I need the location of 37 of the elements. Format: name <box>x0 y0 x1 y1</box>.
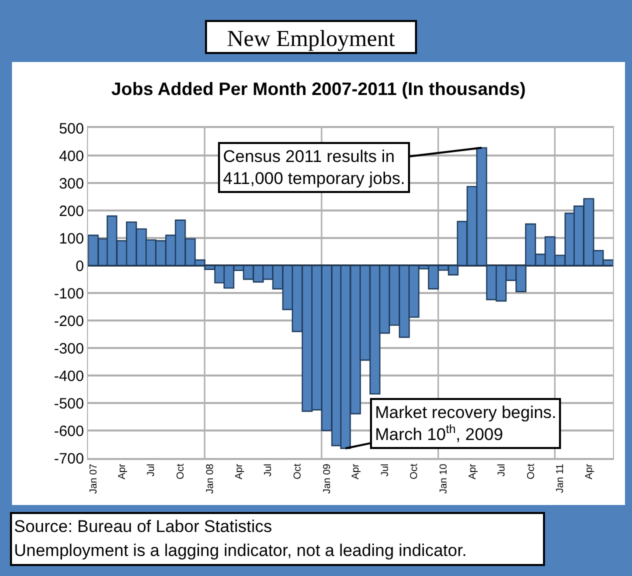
source-note: Source: Bureau of Labor Statistics <box>14 516 273 538</box>
x-tick-label: Apr <box>350 463 362 480</box>
x-tick-label: Apr <box>467 463 478 480</box>
y-tick-label: 0 <box>76 258 84 275</box>
x-tick-label: Jan 08 <box>204 463 216 494</box>
x-tick-label: Jul <box>380 464 391 477</box>
annotation: Market recovery begins. March 10$^{th}$, 2009 <box>375 403 556 444</box>
x-tick-label: Oct <box>176 464 187 480</box>
y-tick-label: -400 <box>54 368 84 385</box>
x-tick-label: Apr <box>234 463 246 480</box>
x-tick-label: Jan 07 <box>88 463 100 494</box>
x-tick-label: Oct <box>409 464 420 480</box>
x-tick-label: Jan 10 <box>438 463 450 494</box>
y-tick-label: 200 <box>58 202 84 220</box>
text: Unemployment is a lagging indicator, not a leading indicator. <box>14 540 468 562</box>
x-tick-label: Jan 09 <box>322 463 333 494</box>
y-tick-label: 400 <box>58 148 84 165</box>
x-tick-label: Apr <box>117 463 128 480</box>
y-tick-label: -600 <box>54 422 84 440</box>
y-tick-label: 100 <box>58 230 84 248</box>
y-tick-label: -700 <box>54 450 84 468</box>
x-tick-label: Jul <box>496 464 508 477</box>
x-tick-label: Jul <box>146 464 158 477</box>
y-tick-label: -100 <box>54 285 84 302</box>
annotation: Census 2011 results in 411,000 temporary jobs. <box>223 147 406 188</box>
x-tick-label: Oct <box>292 464 304 480</box>
y-tick-label: 300 <box>58 175 84 192</box>
x-tick-label: Apr <box>584 463 595 480</box>
chart-title: New Employment <box>205 20 417 54</box>
y-tick-label: -300 <box>54 340 84 358</box>
y-tick-label: 500 <box>58 120 84 138</box>
x-tick-label: Jan 11 <box>555 463 566 494</box>
x-tick-label: Oct <box>526 464 537 480</box>
y-tick-label: -200 <box>54 312 84 330</box>
chart-subtitle: Jobs Added Per Month 2007-2011 (In thousands) <box>111 78 526 99</box>
x-tick-label: Jul <box>263 464 274 477</box>
y-tick-label: -500 <box>54 395 84 412</box>
